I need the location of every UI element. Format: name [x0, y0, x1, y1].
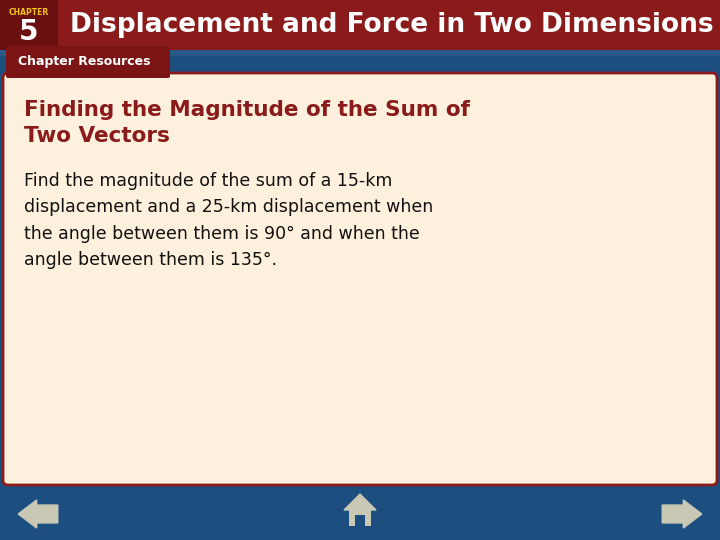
Bar — [0, 0, 58, 50]
Bar — [0, 50, 720, 56]
Text: Find the magnitude of the sum of a 15-km
displacement and a 25-km displacement w: Find the magnitude of the sum of a 15-km… — [24, 172, 433, 269]
Text: CHAPTER: CHAPTER — [9, 8, 49, 17]
Text: Chapter Resources: Chapter Resources — [18, 56, 150, 69]
Polygon shape — [662, 500, 702, 528]
Bar — [349, 509, 371, 526]
Polygon shape — [18, 500, 58, 528]
Text: Displacement and Force in Two Dimensions: Displacement and Force in Two Dimensions — [70, 12, 714, 38]
Text: Two Vectors: Two Vectors — [24, 126, 170, 146]
Bar — [0, 0, 720, 50]
Text: 5: 5 — [19, 18, 39, 46]
FancyBboxPatch shape — [3, 73, 717, 485]
Bar — [0, 488, 720, 540]
Polygon shape — [344, 494, 376, 510]
Text: Finding the Magnitude of the Sum of: Finding the Magnitude of the Sum of — [24, 100, 470, 120]
Bar — [355, 515, 365, 526]
FancyBboxPatch shape — [6, 46, 170, 78]
